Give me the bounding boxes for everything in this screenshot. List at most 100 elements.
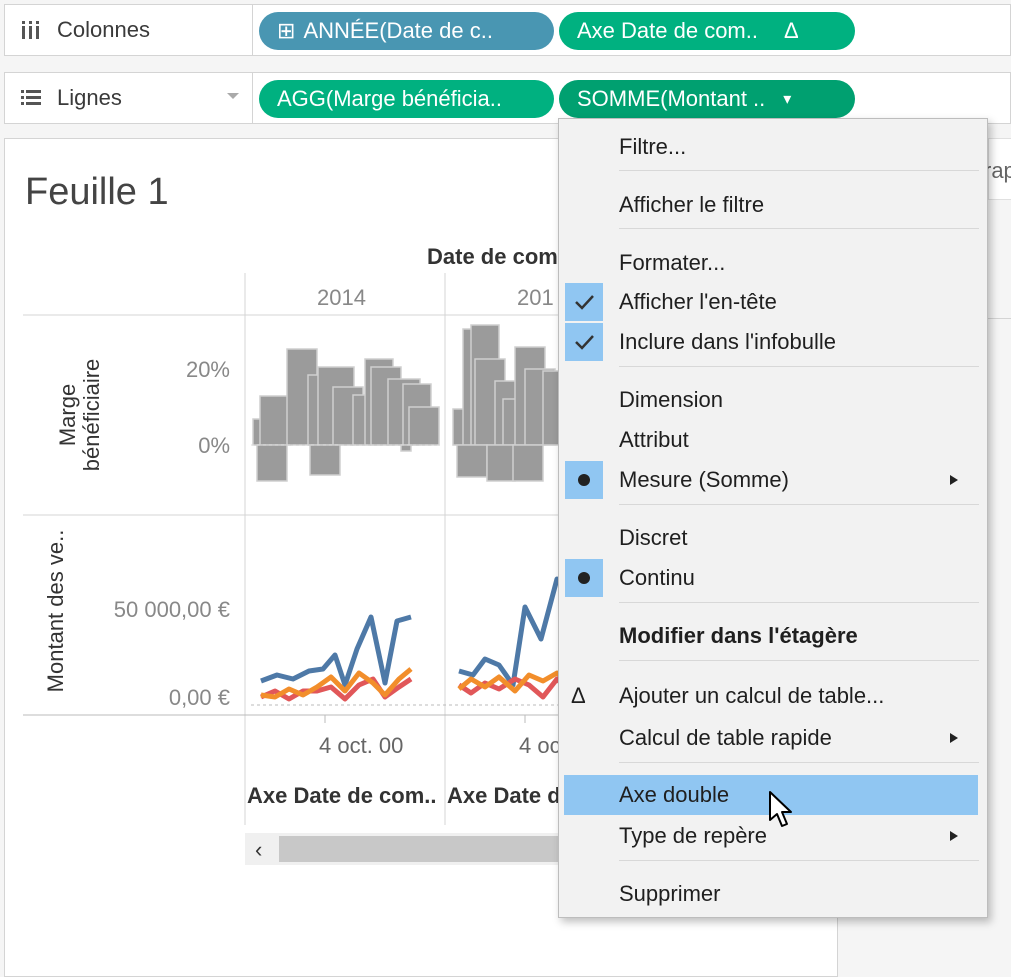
menu-item-label: Continu bbox=[619, 565, 695, 590]
menu-item-label: Discret bbox=[619, 525, 688, 550]
menu-item-show-filter[interactable]: Afficher le filtre bbox=[559, 185, 987, 225]
menu-item-label: Filtre... bbox=[619, 134, 687, 159]
columns-shelf-label: Colonnes bbox=[5, 5, 253, 55]
bar-mark bbox=[309, 444, 341, 476]
pill-sum-sales-amount[interactable]: SOMME(Montant .. ▾ bbox=[559, 80, 855, 118]
row-header-line: Marge bbox=[55, 384, 80, 446]
pill-label: SOMME(Montant .. bbox=[577, 86, 766, 111]
x-axis-title: Axe Date d bbox=[447, 783, 561, 808]
rows-shelf: Lignes AGG(Marge bénéficia.. SOMME(Monta… bbox=[4, 72, 1011, 124]
menu-item-label: Inclure dans l'infobulle bbox=[619, 329, 837, 354]
bar-mark bbox=[256, 444, 288, 482]
radio-dot-icon bbox=[565, 559, 603, 597]
menu-item-attribute[interactable]: Attribut bbox=[559, 420, 987, 460]
side-panel-cut-label: rap bbox=[984, 158, 1011, 183]
bar-mark bbox=[486, 444, 516, 482]
row-header-line: Montant des ve.. bbox=[43, 530, 68, 693]
column-header: Date de com bbox=[427, 244, 558, 269]
expand-icon: ⊞ bbox=[277, 18, 296, 43]
menu-separator bbox=[619, 228, 979, 229]
bar-mark bbox=[408, 406, 440, 446]
submenu-arrow-icon bbox=[950, 733, 958, 743]
menu-separator bbox=[619, 602, 979, 603]
series-line-blue bbox=[260, 614, 412, 688]
menu-item-label: Formater... bbox=[619, 250, 726, 275]
menu-item-discrete[interactable]: Discret bbox=[559, 518, 987, 558]
menu-separator bbox=[619, 762, 979, 763]
submenu-arrow-icon bbox=[950, 475, 958, 485]
radio-dot-icon bbox=[565, 461, 603, 499]
checkmark-icon bbox=[565, 323, 603, 361]
x-axis-tick: 4 oc bbox=[519, 733, 561, 758]
divider bbox=[988, 318, 1011, 319]
sheet-title: Feuille 1 bbox=[25, 171, 169, 213]
checkmark-icon bbox=[565, 283, 603, 321]
pill-order-date-axis[interactable]: Axe Date de com.. Δ bbox=[559, 12, 855, 50]
delta-icon: Δ bbox=[783, 18, 799, 43]
menu-item-label: Calcul de table rapide bbox=[619, 725, 832, 750]
menu-item-edit-in-shelf[interactable]: Modifier dans l'étagère bbox=[559, 616, 987, 656]
menu-item-measure-sum[interactable]: Mesure (Somme) bbox=[559, 460, 987, 500]
menu-item-format[interactable]: Formater... bbox=[559, 243, 987, 283]
x-axis-title: Axe Date de com.. bbox=[247, 783, 437, 808]
line-marks-2014 bbox=[260, 614, 413, 702]
delta-icon: Δ bbox=[571, 683, 586, 708]
bar-marks-2015 bbox=[452, 324, 566, 482]
axis-tick: 0% bbox=[198, 433, 230, 458]
row-header-line: bénéficiaire bbox=[79, 359, 104, 472]
menu-item-label: Ajouter un calcul de table... bbox=[619, 683, 885, 708]
year-header: 2014 bbox=[317, 285, 366, 310]
dropdown-caret-icon[interactable] bbox=[226, 91, 240, 101]
mouse-cursor-icon bbox=[769, 791, 792, 827]
row-header-sales: Montant des ve.. bbox=[43, 530, 68, 693]
viz-canvas: Feuille 1 Date de com 2014 201 Marge bén… bbox=[23, 171, 568, 865]
columns-icon bbox=[22, 21, 39, 39]
menu-item-label: Afficher le filtre bbox=[619, 192, 765, 217]
columns-label: Colonnes bbox=[57, 17, 150, 42]
axis-tick: 0,00 € bbox=[169, 685, 230, 710]
bar-mark bbox=[400, 444, 412, 452]
menu-item-label: Supprimer bbox=[619, 881, 721, 906]
rows-label: Lignes bbox=[57, 85, 122, 110]
bar-mark bbox=[259, 395, 291, 446]
menu-item-mark-type[interactable]: Type de repère bbox=[559, 816, 987, 856]
menu-item-continuous[interactable]: Continu bbox=[559, 558, 987, 598]
row-header-margin: Marge bénéficiaire bbox=[55, 359, 104, 472]
bar-marks-2014 bbox=[252, 348, 440, 482]
menu-item-label: Afficher l'en-tête bbox=[619, 289, 777, 314]
series-line-blue bbox=[458, 576, 568, 688]
menu-item-dimension[interactable]: Dimension bbox=[559, 380, 987, 420]
menu-item-label: Dimension bbox=[619, 387, 723, 412]
menu-separator bbox=[619, 660, 979, 661]
pill-label: AGG(Marge bénéficia.. bbox=[277, 86, 502, 111]
menu-item-filter[interactable]: Filtre... bbox=[559, 127, 987, 167]
pill-year-order-date[interactable]: ⊞ ANNÉE(Date de c.. bbox=[259, 12, 554, 50]
pill-dropdown-icon[interactable]: ▾ bbox=[783, 91, 792, 108]
bar-mark bbox=[512, 444, 544, 482]
menu-separator bbox=[619, 170, 979, 171]
axis-tick: 50 000,00 € bbox=[114, 597, 230, 622]
side-panel-card bbox=[988, 138, 1011, 200]
x-axis-tick: 4 oct. 00 bbox=[319, 733, 403, 758]
scrollbar-thumb[interactable] bbox=[279, 836, 565, 862]
rows-icon bbox=[21, 90, 41, 105]
pill-profit-margin[interactable]: AGG(Marge bénéficia.. bbox=[259, 80, 554, 118]
menu-item-quick-table-calc[interactable]: Calcul de table rapide bbox=[559, 718, 987, 758]
rows-shelf-label: Lignes bbox=[5, 73, 253, 123]
menu-item-label: Attribut bbox=[619, 427, 689, 452]
menu-separator bbox=[619, 860, 979, 861]
menu-item-label: Modifier dans l'étagère bbox=[619, 623, 858, 648]
axis-tick: 20% bbox=[186, 357, 230, 382]
menu-item-show-header[interactable]: Afficher l'en-tête bbox=[559, 282, 987, 322]
series-line-red bbox=[457, 676, 567, 700]
series-line-orange bbox=[260, 667, 413, 700]
menu-item-add-table-calc[interactable]: Δ Ajouter un calcul de table... bbox=[559, 676, 987, 716]
menu-separator bbox=[619, 366, 979, 367]
menu-item-label: Mesure (Somme) bbox=[619, 467, 789, 492]
scroll-left-arrow-icon[interactable]: ‹ bbox=[255, 837, 262, 862]
submenu-arrow-icon bbox=[950, 831, 958, 841]
menu-item-include-in-tooltip[interactable]: Inclure dans l'infobulle bbox=[559, 322, 987, 362]
series-line-orange bbox=[457, 670, 567, 694]
menu-item-remove[interactable]: Supprimer bbox=[559, 874, 987, 914]
pill-label: Axe Date de com.. bbox=[577, 18, 758, 43]
